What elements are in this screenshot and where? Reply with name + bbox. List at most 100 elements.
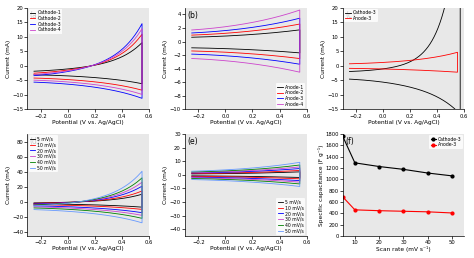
Cathode-3 — [346, 70, 352, 73]
Anode-3 — [442, 54, 447, 57]
50 mV/s — [45, 204, 50, 207]
Legend: Cathode-3, Anode-3: Cathode-3, Anode-3 — [429, 135, 463, 149]
Anode-3 — [273, 59, 279, 62]
Anode-1 — [189, 36, 194, 39]
Cathode-3 — [391, 82, 397, 85]
Anode-1 — [202, 35, 208, 38]
Cathode-3 — [457, 112, 463, 116]
10 mV/s — [83, 204, 89, 207]
20 mV/s — [219, 176, 224, 179]
20 mV/s — [279, 178, 285, 181]
Line: 50 mV/s: 50 mV/s — [34, 171, 142, 223]
Cathode-2 — [45, 71, 50, 74]
Text: (d): (d) — [30, 137, 41, 146]
Anode-1 — [273, 50, 279, 53]
5 mV/s — [139, 206, 145, 209]
40 mV/s — [139, 176, 145, 179]
Line: 30 mV/s: 30 mV/s — [191, 167, 300, 182]
10 mV/s — [189, 172, 194, 175]
X-axis label: Scan rate (mV s⁻¹): Scan rate (mV s⁻¹) — [376, 246, 431, 252]
50 mV/s — [241, 180, 246, 183]
10 mV/s — [189, 175, 194, 178]
40 mV/s — [297, 163, 302, 166]
Text: (b): (b) — [187, 11, 198, 20]
10 mV/s — [297, 169, 302, 172]
Cathode-1 — [139, 41, 145, 44]
Cathode-1 — [83, 75, 89, 78]
20 mV/s — [61, 205, 66, 208]
50 mV/s — [273, 182, 279, 186]
Cathode-1 — [121, 79, 127, 82]
Cathode-1 — [139, 82, 145, 85]
30 mV/s — [31, 205, 37, 208]
Anode-3 — [346, 67, 352, 70]
20 mV/s — [31, 204, 37, 207]
Anode-4 — [297, 9, 302, 12]
40 mV/s — [297, 182, 302, 186]
50 mV/s — [31, 208, 37, 211]
Line: Cathode-3: Cathode-3 — [34, 24, 142, 98]
40 mV/s — [241, 179, 246, 182]
Anode-3 — [394, 68, 400, 71]
X-axis label: Potential (V vs. Ag/AgCl): Potential (V vs. Ag/AgCl) — [52, 120, 124, 125]
5 mV/s — [202, 172, 208, 175]
Anode-3 — [434, 55, 440, 58]
30 mV/s — [219, 177, 224, 180]
Anode-3 — [340, 195, 346, 198]
Y-axis label: Specific capacitance (F g⁻¹): Specific capacitance (F g⁻¹) — [318, 144, 324, 226]
20 mV/s — [202, 171, 208, 174]
Anode-1 — [279, 50, 285, 53]
5 mV/s — [31, 201, 37, 204]
Line: 40 mV/s: 40 mV/s — [191, 165, 300, 184]
Legend: Cathode-3, Anode-3: Cathode-3, Anode-3 — [344, 9, 378, 22]
30 mV/s — [189, 176, 194, 179]
Anode-3 — [297, 63, 302, 66]
Anode-2 — [267, 54, 273, 57]
30 mV/s — [83, 207, 89, 211]
Anode-2 — [273, 54, 279, 58]
Line: Anode-4: Anode-4 — [191, 10, 300, 72]
Cathode-1 — [45, 69, 50, 72]
40 mV/s — [273, 180, 279, 183]
10 mV/s — [202, 172, 208, 175]
Anode-4 — [267, 65, 273, 68]
Line: 10 mV/s: 10 mV/s — [34, 191, 142, 209]
20 mV/s — [189, 171, 194, 174]
10 mV/s — [31, 202, 37, 205]
30 mV/s — [279, 179, 285, 182]
Cathode-2 — [31, 76, 37, 79]
10 mV/s — [116, 206, 121, 209]
30 mV/s — [61, 206, 66, 209]
Cathode-3 — [31, 80, 37, 84]
Cathode-3 — [116, 90, 121, 93]
Cathode-4 — [121, 88, 127, 91]
Anode-3 — [352, 208, 358, 211]
Anode-3 — [449, 211, 455, 214]
Anode-1 — [267, 49, 273, 52]
10 mV/s — [31, 203, 37, 206]
10 mV/s — [61, 204, 66, 207]
Anode-3 — [455, 71, 460, 74]
5 mV/s — [61, 203, 66, 206]
Anode-3 — [346, 62, 352, 65]
Cathode-3 — [83, 84, 89, 87]
30 mV/s — [267, 179, 273, 182]
Cathode-1 — [61, 74, 66, 77]
Cathode-4 — [139, 93, 145, 96]
50 mV/s — [297, 185, 302, 188]
Cathode-3 — [45, 73, 50, 76]
Cathode-4 — [109, 86, 115, 89]
Anode-1 — [241, 48, 246, 51]
50 mV/s — [116, 216, 121, 219]
50 mV/s — [121, 217, 127, 220]
Anode-2 — [219, 51, 224, 54]
50 mV/s — [202, 169, 208, 172]
20 mV/s — [139, 211, 145, 214]
Cathode-3 — [109, 88, 115, 92]
Cathode-1 — [31, 70, 37, 73]
50 mV/s — [297, 161, 302, 164]
Cathode-2 — [83, 79, 89, 83]
Cathode-4 — [45, 72, 50, 75]
Anode-2 — [297, 22, 302, 26]
Cathode-2 — [139, 33, 145, 36]
